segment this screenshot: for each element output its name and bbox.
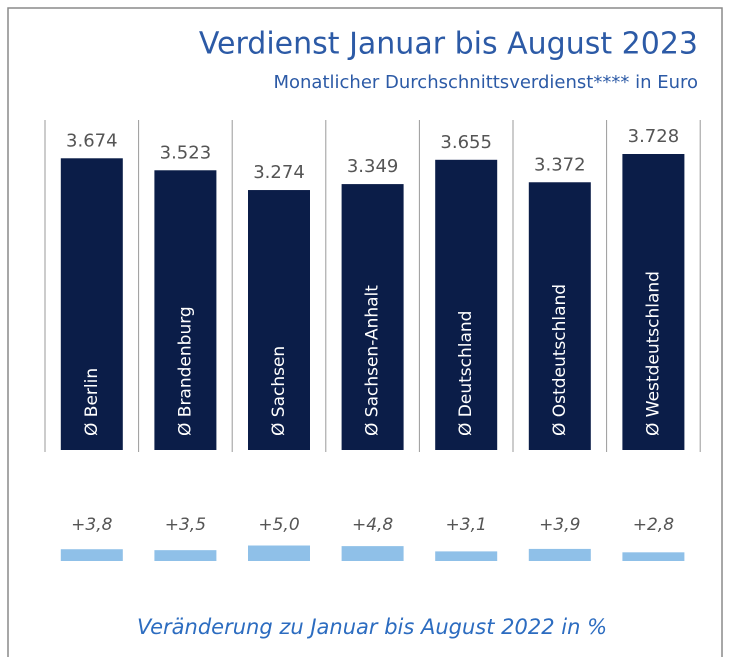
x-axis-label: Veränderung zu Januar bis August 2022 in…	[137, 615, 607, 639]
category-label: Ø Deutschland	[456, 311, 476, 436]
chart-title: Verdienst Januar bis August 2023	[199, 27, 698, 62]
category-label: Ø Westdeutschland	[643, 271, 663, 436]
value-label: 3.655	[440, 132, 492, 153]
value-label: 3.372	[534, 154, 586, 175]
value-label: +3,5	[165, 515, 206, 535]
bar	[341, 184, 404, 450]
bar	[528, 182, 591, 450]
bar	[435, 159, 498, 450]
value-label: +2,8	[633, 515, 674, 535]
bar	[60, 549, 123, 561]
value-label: +4,8	[352, 515, 393, 535]
category-label: Ø Ostdeutschland	[550, 284, 570, 436]
bar	[435, 551, 498, 561]
bar	[248, 545, 310, 561]
chart-subtitle: Monatlicher Durchschnittsverdienst**** i…	[273, 72, 698, 93]
category-label: Ø Sachsen-Anhalt	[363, 285, 383, 436]
category-label: Ø Berlin	[82, 368, 102, 436]
bar	[528, 548, 591, 561]
bar	[60, 158, 123, 451]
value-label: +3,1	[446, 515, 487, 535]
value-label: 3.274	[253, 162, 305, 183]
value-label: +5,0	[258, 515, 299, 535]
value-label: 3.349	[347, 156, 399, 177]
bar	[622, 552, 685, 561]
bar	[622, 154, 685, 450]
bar	[341, 546, 404, 561]
value-label: +3,8	[71, 515, 112, 535]
frame	[7, 7, 723, 657]
value-label: 3.728	[628, 126, 680, 147]
value-label: 3.523	[160, 142, 212, 163]
value-label: +3,9	[539, 515, 580, 535]
value-label: 3.674	[66, 130, 118, 151]
bar	[248, 190, 310, 450]
category-label: Ø Sachsen	[269, 346, 289, 436]
bar	[154, 550, 217, 561]
category-label: Ø Brandenburg	[175, 306, 195, 436]
bar	[154, 170, 217, 450]
